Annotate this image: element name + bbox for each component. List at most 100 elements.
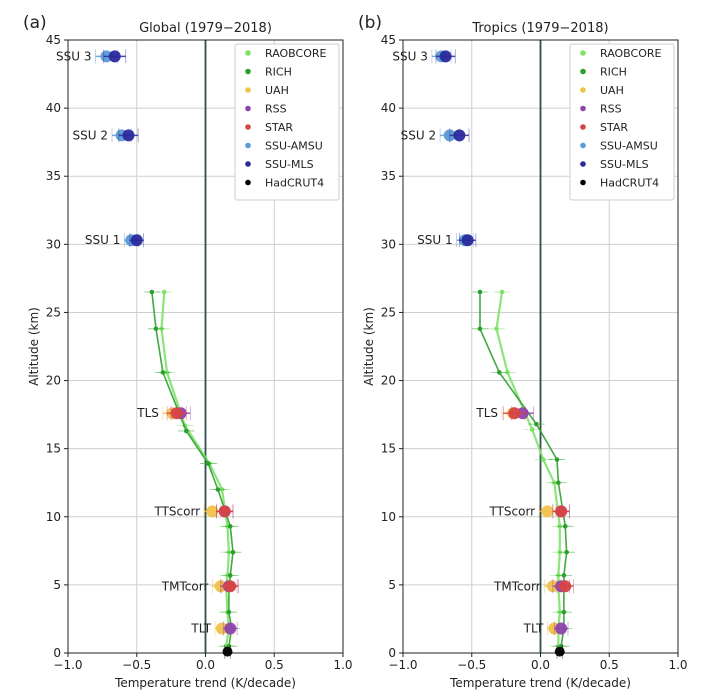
x-tick-label: −1.0 bbox=[53, 658, 82, 672]
x-tick-label: 0.5 bbox=[265, 658, 284, 672]
y-tick-label: 40 bbox=[381, 101, 396, 115]
data-point-star bbox=[218, 505, 231, 518]
x-tick-label: −1.0 bbox=[388, 658, 417, 672]
legend-label: HadCRUT4 bbox=[265, 177, 324, 190]
legend-box bbox=[569, 43, 675, 201]
data-point bbox=[230, 549, 236, 555]
y-tick-label: 20 bbox=[46, 374, 61, 388]
y-axis-label: Altitude (km) bbox=[362, 307, 376, 386]
data-point-ssu-mls bbox=[453, 129, 466, 142]
data-point-uah bbox=[216, 622, 228, 635]
y-tick-label: 30 bbox=[381, 237, 396, 251]
legend-label: SSU-AMSU bbox=[265, 140, 323, 153]
legend-marker bbox=[580, 142, 586, 149]
data-point bbox=[564, 549, 569, 555]
legend-label: UAH bbox=[265, 84, 289, 97]
data-point bbox=[562, 524, 568, 529]
data-point-ssu-mls bbox=[130, 234, 143, 247]
chart-title: Tropics (1979−2018) bbox=[471, 21, 608, 36]
data-point-star bbox=[170, 407, 183, 420]
y-tick-label: 25 bbox=[46, 305, 61, 319]
level-label: SSU 3 bbox=[392, 49, 427, 63]
chart-title: Global (1979−2018) bbox=[139, 21, 272, 36]
legend-label: RICH bbox=[600, 66, 627, 79]
x-tick-label: 1.0 bbox=[333, 658, 352, 672]
data-point-ssu-mls bbox=[461, 234, 474, 247]
level-label: SSU 2 bbox=[73, 128, 108, 142]
data-point bbox=[494, 326, 499, 332]
y-tick-label: 40 bbox=[46, 101, 61, 115]
panel-label: (a) bbox=[23, 13, 47, 33]
x-axis-label: Temperature trend (K/decade) bbox=[114, 676, 296, 690]
data-point bbox=[227, 573, 233, 578]
legend-marker bbox=[580, 50, 586, 56]
legend-marker bbox=[580, 161, 586, 167]
y-tick-label: 30 bbox=[46, 237, 61, 251]
legend-label: SSU-MLS bbox=[600, 158, 649, 171]
x-tick-label: −0.5 bbox=[122, 658, 151, 672]
level-label: TLS bbox=[136, 406, 159, 420]
level-label: SSU 1 bbox=[85, 233, 120, 247]
level-label: TTScorr bbox=[488, 504, 535, 518]
legend-label: RSS bbox=[600, 103, 622, 116]
data-point-rss bbox=[224, 622, 237, 635]
data-point bbox=[534, 421, 539, 427]
legend-marker bbox=[580, 105, 586, 112]
data-point bbox=[477, 289, 483, 295]
level-label: SSU 3 bbox=[56, 49, 91, 63]
legend-label: HadCRUT4 bbox=[600, 177, 659, 190]
data-point-ssu-mls bbox=[108, 50, 121, 63]
data-point bbox=[153, 326, 159, 332]
y-tick-label: 5 bbox=[53, 578, 61, 592]
y-tick-label: 0 bbox=[53, 646, 61, 660]
data-point bbox=[215, 487, 221, 492]
data-point-ssu-mls bbox=[122, 129, 135, 142]
y-tick-label: 45 bbox=[46, 33, 61, 47]
data-point bbox=[540, 457, 546, 462]
legend-marker bbox=[245, 68, 251, 75]
y-axis-label: Altitude (km) bbox=[27, 307, 41, 386]
data-point bbox=[529, 427, 535, 432]
y-tick-label: 0 bbox=[388, 646, 396, 660]
legend-label: STAR bbox=[600, 121, 628, 134]
y-tick-label: 10 bbox=[381, 510, 396, 524]
legend-marker bbox=[245, 161, 251, 167]
panel-b: −1.0 −0.5 0.0 0.5 1.0 0 5 10 15 20 25 30 35 40 45 Tempe… bbox=[358, 13, 688, 690]
legend-label: RICH bbox=[265, 66, 292, 79]
x-tick-label: −0.5 bbox=[457, 658, 486, 672]
data-point bbox=[226, 609, 232, 615]
x-axis-label: Temperature trend (K/decade) bbox=[449, 676, 631, 690]
legend-marker bbox=[245, 124, 251, 130]
level-label: TLT bbox=[523, 621, 544, 635]
data-point-ssu-mls bbox=[439, 50, 452, 63]
y-tick-label: 5 bbox=[388, 578, 396, 592]
data-point bbox=[149, 289, 155, 295]
data-point-star bbox=[224, 580, 237, 593]
x-tick-label: 0.0 bbox=[196, 658, 215, 672]
data-point-hadcrut4 bbox=[554, 646, 565, 657]
level-label: TMTcorr bbox=[161, 579, 209, 593]
level-label: SSU 2 bbox=[401, 128, 436, 142]
y-tick-label: 35 bbox=[46, 169, 61, 183]
data-point-star bbox=[555, 505, 568, 518]
data-point bbox=[477, 326, 483, 332]
y-tick-label: 15 bbox=[46, 442, 61, 456]
legend-label: STAR bbox=[265, 121, 293, 134]
data-point bbox=[556, 480, 561, 486]
legend-label: RAOBCORE bbox=[265, 47, 327, 60]
y-tick-label: 15 bbox=[381, 442, 396, 456]
data-point bbox=[554, 457, 560, 462]
panel-label: (b) bbox=[358, 13, 382, 33]
legend-marker bbox=[580, 124, 586, 130]
panel-a: −1.0 −0.5 0.0 0.5 1.0 0 5 10 15 20 25 30 35 40 45 Tempe… bbox=[23, 13, 353, 690]
y-tick-label: 45 bbox=[381, 33, 396, 47]
level-label: TLT bbox=[190, 621, 211, 635]
x-tick-label: 1.0 bbox=[668, 658, 687, 672]
level-label: TMTcorr bbox=[493, 579, 541, 593]
level-label: TLS bbox=[475, 406, 498, 420]
data-point bbox=[496, 370, 502, 375]
data-point-rss bbox=[555, 622, 568, 635]
data-point bbox=[183, 428, 189, 434]
data-point-star bbox=[559, 580, 572, 593]
